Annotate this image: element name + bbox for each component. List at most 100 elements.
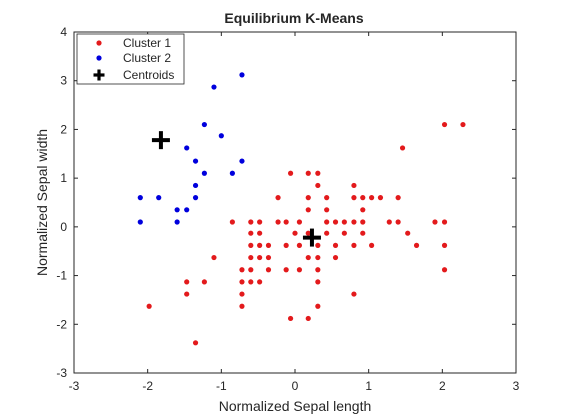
data-point-cluster-1: [248, 242, 254, 248]
x-tick-label: 1: [365, 379, 372, 393]
data-point-cluster-1: [377, 195, 384, 201]
y-tick-label: -2: [56, 317, 67, 331]
data-point-cluster-1: [248, 254, 254, 261]
data-point-cluster-1: [257, 254, 263, 261]
data-point-cluster-1: [399, 145, 406, 151]
centroid-marker: [302, 228, 321, 247]
legend-label-cluster-2: Cluster 2: [123, 51, 171, 65]
series-centroids: [151, 131, 321, 247]
data-point-cluster-2: [218, 133, 224, 139]
data-point-cluster-1: [257, 279, 263, 285]
data-point-cluster-1: [360, 219, 366, 225]
data-point-cluster-1: [351, 219, 357, 225]
data-point-cluster-1: [248, 219, 254, 225]
data-point-cluster-1: [460, 121, 466, 128]
data-point-cluster-1: [305, 315, 311, 322]
data-point-cluster-1: [283, 267, 289, 273]
data-point-cluster-1: [315, 242, 321, 248]
data-point-cluster-1: [351, 195, 357, 201]
data-point-cluster-2: [201, 170, 207, 176]
data-point-cluster-1: [341, 219, 347, 225]
data-point-cluster-1: [341, 230, 347, 236]
data-point-cluster-1: [324, 195, 330, 201]
data-point-cluster-1: [324, 230, 330, 236]
x-axis-label: Normalized Sepal length: [219, 398, 372, 414]
legend-marker-cluster-1: [96, 40, 102, 46]
data-point-cluster-2: [174, 219, 180, 225]
data-point-cluster-1: [315, 303, 321, 309]
data-point-cluster-1: [315, 279, 321, 285]
points-layer: [137, 72, 466, 346]
plot-area: [74, 32, 516, 373]
x-tick-label: -3: [69, 379, 80, 393]
data-point-cluster-1: [239, 291, 245, 297]
data-point-cluster-1: [248, 267, 254, 273]
data-point-cluster-1: [287, 315, 294, 322]
series-cluster-1: [146, 121, 466, 346]
y-tick-label: 0: [60, 220, 67, 234]
data-point-cluster-1: [386, 219, 392, 225]
data-point-cluster-2: [137, 195, 143, 201]
data-point-cluster-2: [137, 219, 143, 225]
data-point-cluster-1: [360, 207, 366, 213]
data-point-cluster-1: [283, 242, 289, 248]
legend-marker-cluster-2: [96, 55, 102, 61]
y-tick-label: 3: [60, 74, 67, 88]
data-point-cluster-1: [441, 121, 448, 128]
data-point-cluster-1: [332, 254, 339, 261]
data-point-cluster-2: [239, 158, 245, 164]
data-point-cluster-1: [265, 267, 272, 273]
data-point-cluster-2: [229, 170, 235, 176]
data-point-cluster-1: [315, 254, 321, 261]
x-tick-label: -2: [142, 379, 153, 393]
plot-frame: [73, 31, 517, 374]
data-point-cluster-1: [351, 291, 357, 297]
data-point-cluster-1: [265, 242, 272, 248]
legend: Cluster 1 Cluster 2 Centroids: [76, 33, 185, 85]
data-point-cluster-1: [305, 170, 311, 176]
data-point-cluster-2: [211, 84, 217, 90]
data-point-cluster-1: [432, 219, 438, 225]
data-point-cluster-1: [360, 230, 366, 236]
data-point-cluster-1: [292, 230, 298, 236]
y-tick-label: -3: [56, 366, 67, 380]
data-point-cluster-1: [315, 170, 321, 176]
data-point-cluster-2: [174, 207, 180, 213]
data-point-cluster-1: [248, 279, 254, 285]
data-point-cluster-1: [305, 207, 311, 213]
data-point-cluster-2: [239, 72, 245, 78]
data-point-cluster-1: [275, 219, 281, 225]
data-point-cluster-1: [229, 219, 235, 225]
data-point-cluster-1: [257, 219, 263, 225]
data-point-cluster-1: [239, 267, 245, 273]
data-point-cluster-1: [275, 195, 281, 201]
data-point-cluster-1: [405, 230, 411, 236]
data-point-cluster-1: [296, 267, 303, 273]
data-point-cluster-1: [369, 195, 375, 201]
data-point-cluster-1: [441, 242, 448, 248]
data-point-cluster-1: [248, 230, 254, 236]
data-point-cluster-1: [192, 340, 199, 346]
data-point-cluster-1: [360, 195, 366, 201]
series-cluster-2: [137, 72, 245, 225]
data-point-cluster-2: [184, 145, 190, 151]
data-point-cluster-1: [413, 242, 420, 248]
data-point-cluster-1: [332, 219, 339, 225]
data-point-cluster-1: [395, 219, 401, 225]
x-tick-label: -1: [216, 379, 227, 393]
data-point-cluster-1: [211, 254, 217, 261]
data-point-cluster-2: [192, 158, 199, 164]
y-tick-label: 2: [60, 122, 67, 136]
data-point-cluster-1: [239, 279, 245, 285]
data-point-cluster-1: [184, 279, 190, 285]
ticks-layer: -3 -2 -1 0 1 2 3 -3 -2 -1 0 1 2 3 4: [56, 25, 519, 393]
data-point-cluster-1: [369, 242, 375, 248]
data-point-cluster-1: [305, 195, 311, 201]
data-point-cluster-1: [315, 182, 321, 189]
y-tick-label: -1: [56, 269, 67, 283]
data-point-cluster-1: [283, 219, 289, 225]
x-tick-label: 0: [292, 379, 299, 393]
y-tick-label: 1: [60, 171, 67, 185]
data-point-cluster-1: [296, 219, 303, 225]
